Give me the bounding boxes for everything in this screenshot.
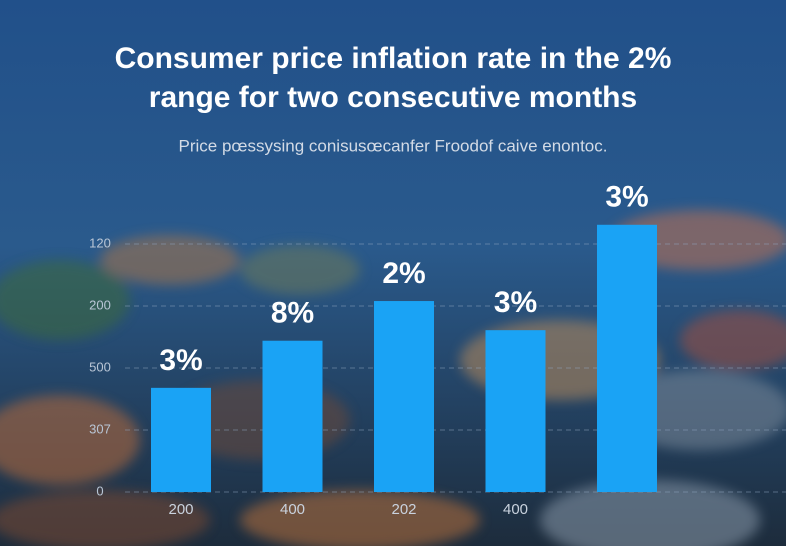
data-label: 8%: [271, 297, 314, 330]
bar: [597, 224, 657, 492]
bar: [374, 301, 434, 492]
bar: [485, 330, 546, 492]
y-tick-label: 120: [89, 235, 111, 250]
y-tick-label: 0: [96, 483, 103, 498]
chart-subtitle: Price pœssysing conisusœcanfer Froodof c…: [179, 136, 608, 155]
chart-title: Consumer price inflation rate in the 2%: [115, 42, 672, 75]
y-tick-label: 200: [89, 297, 111, 312]
data-label: 3%: [159, 344, 202, 377]
y-tick-label: 500: [89, 359, 111, 374]
x-tick-label: 200: [168, 501, 193, 518]
chart-title: range for two consecutive months: [149, 81, 637, 114]
y-tick-label: 307: [89, 421, 111, 436]
bar: [262, 340, 323, 492]
data-label: 2%: [382, 257, 425, 290]
bar: [151, 387, 211, 492]
x-tick-label: 202: [391, 501, 416, 518]
data-label: 3%: [494, 286, 537, 319]
data-label: 3%: [605, 181, 648, 214]
x-tick-label: 400: [503, 501, 528, 518]
x-tick-label: 400: [280, 501, 305, 518]
